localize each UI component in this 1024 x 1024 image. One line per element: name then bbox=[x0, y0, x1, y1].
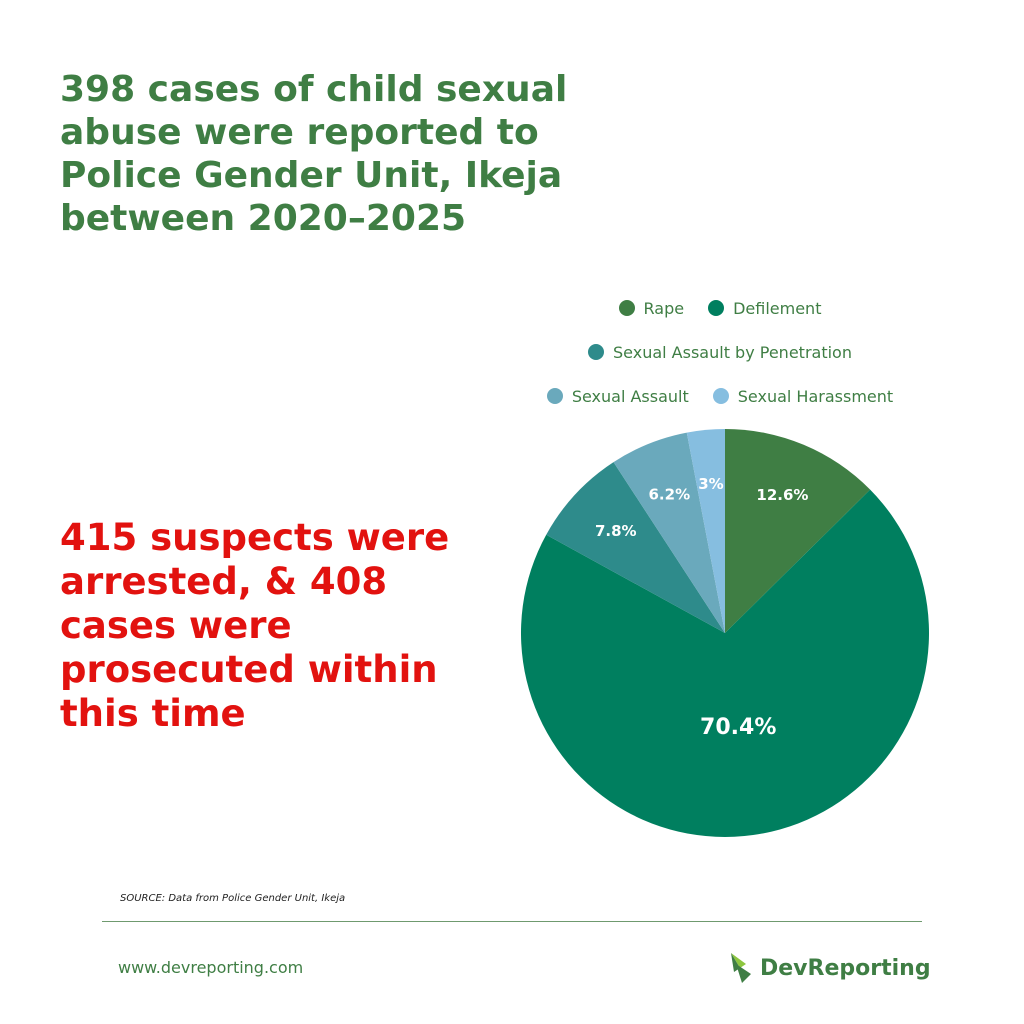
legend-item-sexual-harassment: Sexual Harassment bbox=[712, 386, 894, 406]
pie-label-rape: 12.6% bbox=[756, 486, 808, 504]
legend-row: Rape Defilement bbox=[500, 296, 940, 320]
legend-label: Sexual Assault by Penetration bbox=[613, 342, 852, 362]
pie-slice-sexual-assault bbox=[613, 432, 725, 633]
legend-item-sexual-assault: Sexual Assault bbox=[546, 386, 689, 406]
pie-chart: 12.6% 70.4% 7.8% 6.2% 3% bbox=[521, 429, 929, 837]
pie-label-defilement: 70.4% bbox=[700, 715, 776, 740]
pie-label-sexual-assault: 6.2% bbox=[649, 485, 691, 503]
pie-slice-defilement bbox=[521, 489, 929, 837]
legend-item-rape: Rape bbox=[618, 298, 685, 318]
legend-item-defilement: Defilement bbox=[708, 299, 821, 318]
legend-row: Sexual Assault Sexual Harassment bbox=[500, 384, 940, 408]
devreporting-logo-icon bbox=[731, 953, 751, 983]
pie-label-sexual-harassment: 3% bbox=[698, 475, 723, 493]
legend-item-sexual-assault-by-penetration: Sexual Assault by Penetration bbox=[588, 343, 852, 362]
pie-label-sexual-assault-by-penetration: 7.8% bbox=[595, 522, 637, 540]
brand-name: DevReporting bbox=[760, 955, 931, 981]
legend-label: Sexual Assault bbox=[571, 386, 689, 406]
pie-slice-sexual-assault-by-penetration bbox=[546, 462, 725, 633]
legend-label: Sexual Harassment bbox=[737, 386, 894, 406]
headline: 398 cases of child sexual abuse were rep… bbox=[60, 69, 568, 239]
brand-logo: DevReporting bbox=[728, 950, 931, 986]
legend-swatch-sexual-assault-by-penetration bbox=[588, 344, 605, 360]
legend-label: Defilement bbox=[733, 298, 822, 318]
legend-swatch-sexual-harassment bbox=[712, 388, 729, 404]
legend-swatch-sexual-assault bbox=[546, 388, 563, 404]
chart-legend: Rape Defilement Sexual Assault by Penetr… bbox=[500, 296, 940, 428]
pie-slice-sexual-harassment bbox=[686, 429, 725, 633]
arrest-prosecution-stat: 415 suspects were arrested, & 408 cases … bbox=[60, 516, 450, 735]
pie-slice-rape bbox=[725, 429, 871, 633]
legend-label: Rape bbox=[643, 298, 685, 318]
legend-swatch-rape bbox=[618, 300, 635, 316]
source-note: SOURCE: Data from Police Gender Unit, Ik… bbox=[120, 893, 346, 904]
divider bbox=[102, 921, 922, 922]
legend-swatch-defilement bbox=[708, 300, 725, 316]
website-link[interactable]: www.devreporting.com bbox=[118, 958, 304, 977]
legend-row: Sexual Assault by Penetration bbox=[500, 340, 940, 364]
